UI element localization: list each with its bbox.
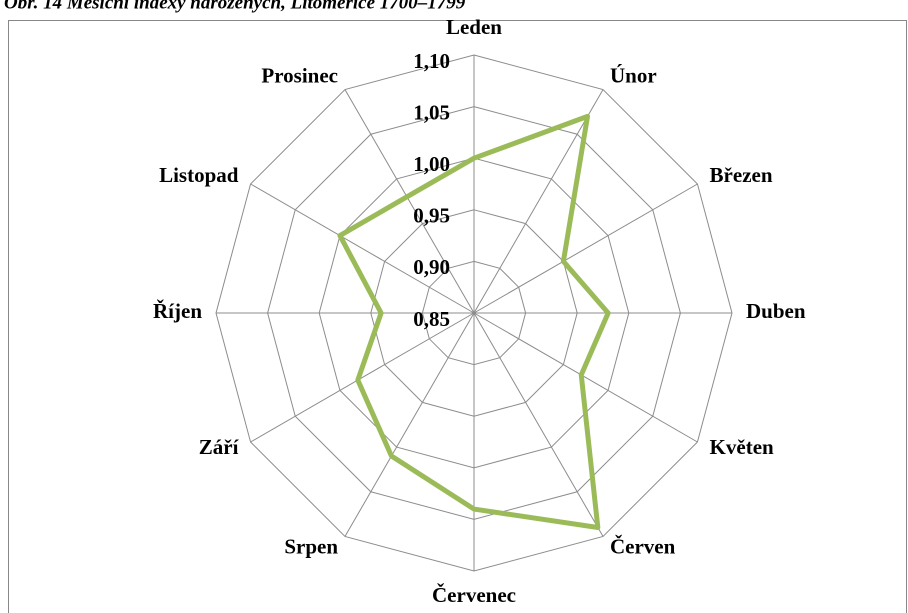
category-label: Červen xyxy=(610,534,676,558)
category-label: Leden xyxy=(446,15,502,39)
category-label: Duben xyxy=(746,299,806,323)
r-tick-label: 0,95 xyxy=(413,204,450,228)
spoke xyxy=(473,312,698,443)
category-label: Únor xyxy=(610,63,657,87)
r-tick-label: 1,00 xyxy=(413,152,450,176)
r-tick-label: 1,10 xyxy=(413,49,450,73)
r-tick-label: 0,90 xyxy=(413,255,450,279)
spoke xyxy=(250,312,475,443)
spoke xyxy=(344,89,475,314)
category-label: Srpen xyxy=(284,534,338,558)
spoke xyxy=(473,312,604,537)
chart-border xyxy=(8,20,907,613)
radar-line xyxy=(337,113,611,530)
r-tick-label: 1,05 xyxy=(413,100,450,124)
category-label: Říjen xyxy=(153,299,202,323)
chart-title: Obr. 14 Měsíční indexy narozených, Litom… xyxy=(4,0,466,13)
category-label: Listopad xyxy=(159,163,239,187)
category-label: Září xyxy=(199,435,240,459)
category-label: Květen xyxy=(710,435,774,459)
spoke xyxy=(250,183,475,314)
spoke xyxy=(344,312,475,537)
spoke xyxy=(473,89,604,314)
spoke xyxy=(473,183,698,314)
category-label: Březen xyxy=(710,163,773,187)
category-label: Prosinec xyxy=(261,63,338,87)
r-tick-label: 0,85 xyxy=(413,307,450,331)
category-label: Červenec xyxy=(432,583,516,607)
